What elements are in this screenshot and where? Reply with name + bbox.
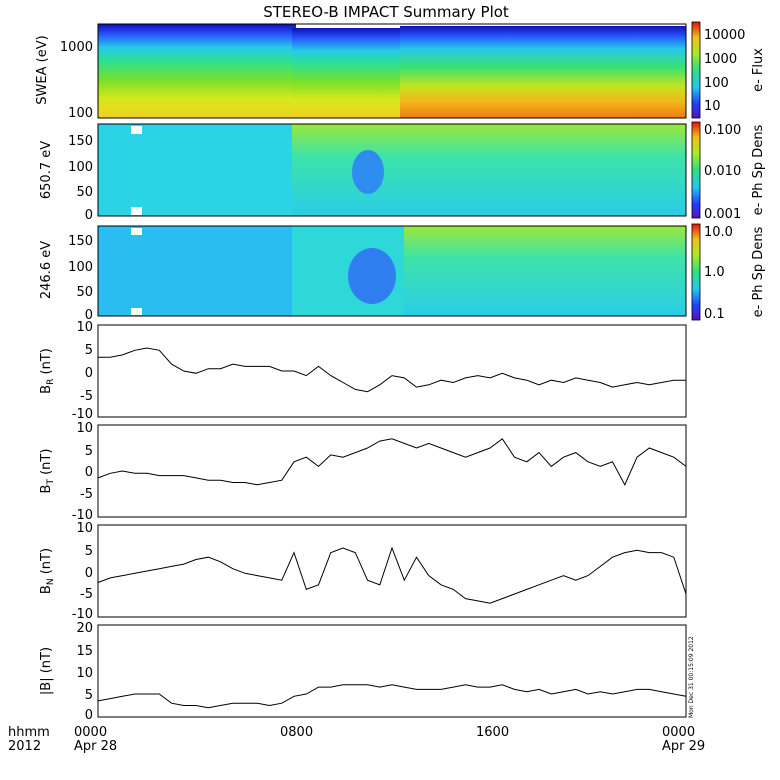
bn-ytick-0: 0 (85, 566, 93, 581)
x-tick-label: 0000 (662, 725, 695, 740)
year-label: 2012 (8, 739, 41, 754)
bmag-line (97, 684, 687, 709)
panel-bn: 10 5 0 -5 -10 BN (nT) (39, 521, 687, 622)
swea-colorbar (691, 21, 701, 119)
bn-ytick-m5: -5 (80, 587, 93, 602)
bt-frame (97, 424, 687, 518)
pad246-ylabel: 246.6 eV (39, 241, 54, 299)
pad246-ytick-50: 50 (76, 285, 93, 300)
pad650-ytick-50: 50 (76, 185, 93, 200)
date-left: Apr 28 (74, 739, 117, 754)
pad650-cb-label: e- Ph Sp Dens (751, 124, 766, 215)
bn-ytick-5: 5 (85, 544, 93, 559)
pad246-ytick-150: 150 (68, 234, 93, 249)
hhmm-label: hhmm (8, 725, 50, 740)
br-ytick-m10: -10 (72, 407, 93, 422)
swea-spectrogram-right (400, 26, 686, 118)
bn-ytick-10: 10 (76, 521, 93, 536)
plot-title: STEREO-B IMPACT Summary Plot (263, 3, 509, 21)
pad246-cb-tick-2: 0.1 (704, 307, 725, 322)
bmag-ytick-5: 5 (85, 688, 93, 703)
swea-cb-tick-1000: 1000 (704, 52, 737, 67)
x-tick-labels: 0000 0800 1600 0000 (74, 725, 695, 740)
pad650-region-green (292, 124, 686, 216)
pad650-region-cyan (98, 124, 292, 216)
x-tick-label: 0000 (74, 725, 107, 740)
pad650-gap-top (131, 126, 142, 134)
pad246-depletion (348, 248, 396, 304)
pad246-ytick-0: 0 (85, 308, 93, 323)
pad650-frame (97, 123, 687, 217)
br-ylabel: BR (nT) (39, 348, 56, 394)
pad650-gap-bottom (131, 207, 142, 215)
bmag-frame (97, 624, 687, 718)
pad246-frame (97, 225, 687, 317)
br-frame (97, 324, 687, 418)
timestamp-stamp: Mon Dec 31 00:15:09 2012 (688, 636, 695, 718)
panel-pad-650: 650.7 eV 150 100 50 0 0.100 0.010 0.001 … (39, 121, 766, 223)
pad650-ytick-150: 150 (68, 134, 93, 149)
bt-ytick-0: 0 (85, 465, 93, 480)
pad650-ylabel: 650.7 eV (39, 141, 54, 199)
panel-swea: SWEA (eV) 1000 100 10000 1000 100 10 e- … (35, 21, 766, 121)
pad246-ytick-100: 100 (68, 260, 93, 275)
pad650-colorbar (691, 121, 701, 219)
swea-cb-tick-10: 10 (704, 99, 721, 114)
bt-ytick-m10: -10 (72, 508, 93, 523)
bt-ytick-10: 10 (76, 421, 93, 436)
pad650-ytick-0: 0 (85, 208, 93, 223)
br-ytick-m5: -5 (80, 389, 93, 404)
bt-ytick-m5: -5 (80, 487, 93, 502)
pad246-region-blue (98, 226, 292, 316)
swea-spectrogram-left (98, 24, 296, 118)
br-ytick-0: 0 (85, 366, 93, 381)
br-ytick-5: 5 (85, 343, 93, 358)
bn-ylabel: BN (nT) (39, 548, 56, 594)
bn-frame (97, 524, 687, 618)
pad650-depletion (352, 150, 384, 194)
swea-cb-label: e- Flux (751, 48, 766, 92)
bmag-ytick-20: 20 (76, 621, 93, 636)
swea-cb-tick-10000: 10000 (704, 28, 745, 43)
pad650-ytick-100: 100 (68, 160, 93, 175)
swea-ytick-100: 100 (68, 106, 93, 121)
pad246-cb-tick-0: 10.0 (704, 225, 733, 240)
panel-bmag: 20 15 10 5 0 |B| (nT) Mon Dec 31 00:15:0… (39, 621, 695, 723)
swea-ytick-1000: 1000 (60, 40, 93, 55)
series-lines (97, 347, 687, 709)
pad246-gap-top (131, 228, 142, 235)
date-right: Apr 29 (662, 739, 705, 754)
bmag-ytick-0: 0 (85, 708, 93, 723)
swea-ylabel: SWEA (eV) (35, 35, 50, 104)
x-tick-label: 0800 (280, 725, 313, 740)
pad246-colorbar (691, 223, 701, 321)
br-line (98, 347, 686, 393)
panel-bt: 10 5 0 -5 -10 BT (nT) (39, 421, 687, 523)
bn-line (97, 546, 687, 604)
bmag-ytick-15: 15 (76, 644, 93, 659)
swea-spectrogram-mid (292, 28, 404, 118)
br-ytick-10: 10 (76, 320, 93, 335)
bt-ylabel: BT (nT) (39, 449, 56, 494)
swea-frame (97, 23, 687, 119)
swea-cb-tick-100: 100 (704, 76, 729, 91)
pad246-gap-bottom (131, 308, 142, 315)
bt-ytick-5: 5 (85, 444, 93, 459)
pad650-cb-tick-2: 0.001 (704, 207, 741, 222)
pad246-region-green (404, 226, 686, 316)
panel-br: 10 5 0 -5 -10 BR (nT) (39, 320, 687, 422)
bt-line (97, 438, 687, 486)
bmag-ytick-10: 10 (76, 666, 93, 681)
pad246-cb-tick-1: 1.0 (704, 265, 725, 280)
bn-ytick-m10: -10 (72, 607, 93, 622)
pad246-cb-label: e- Ph Sp Dens (751, 226, 766, 317)
pad650-cb-tick-0: 0.100 (704, 123, 741, 138)
pad650-cb-tick-1: 0.010 (704, 164, 741, 179)
x-tick-label: 1600 (476, 725, 509, 740)
panel-pad-246: 246.6 eV 150 100 50 0 10.0 1.0 0.1 e- Ph… (39, 223, 766, 323)
bmag-ylabel: |B| (nT) (39, 647, 54, 695)
